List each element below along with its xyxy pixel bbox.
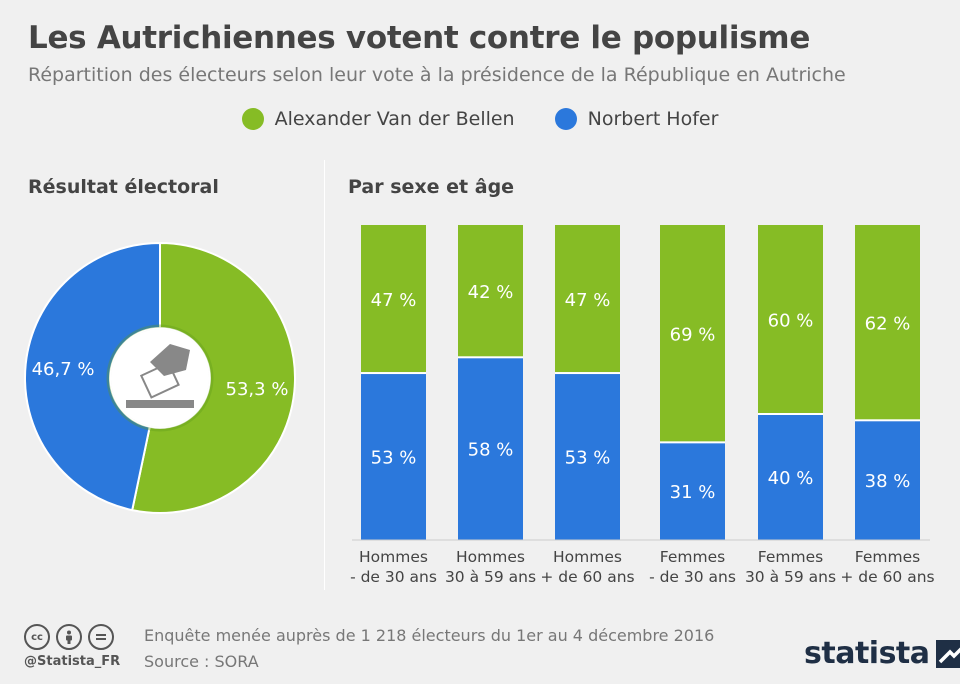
legend-item-hofer: Norbert Hofer: [554, 108, 719, 130]
bar-value-label: 42 %: [468, 282, 514, 303]
bar-value-label: 38 %: [865, 471, 911, 492]
category-label: 30 à 59 ans: [445, 568, 536, 586]
donut-slice-label: 46,7 %: [32, 359, 95, 380]
bar-segment-separator: [458, 356, 523, 359]
bar-segment-van-der-bellen: [758, 225, 823, 414]
bar-segment-hofer: [855, 420, 920, 540]
donut-slice: [24, 241, 161, 512]
bar-segment-van-der-bellen: [361, 225, 426, 374]
stacked-bar-chart: 47 % 53 % Hommes - de 30 ans 42 % 58 % Hommes 3…: [350, 225, 935, 586]
no-derivatives-icon: [88, 624, 114, 650]
category-label: Hommes: [456, 548, 525, 566]
chart-title: Les Autrichiennes votent contre le popul…: [28, 20, 811, 56]
bar-value-label: 53 %: [371, 448, 417, 469]
brand-wordmark: statista: [804, 636, 930, 671]
bar-segment-separator: [855, 419, 920, 422]
category-label: + de 60 ans: [540, 568, 634, 586]
bar-value-label: 47 %: [565, 290, 611, 311]
category-label: - de 30 ans: [649, 568, 736, 586]
category-label: Femmes: [855, 548, 920, 566]
survey-note: Enquête menée auprès de 1 218 électeurs …: [144, 626, 715, 645]
bar-segment-separator: [361, 372, 426, 375]
bar-segment-hofer: [555, 373, 620, 540]
category-label: Femmes: [758, 548, 823, 566]
donut-chart: 53,3 % 46,7 %: [24, 241, 297, 514]
license-icons: cc: [24, 624, 114, 650]
donut-slice: [131, 241, 297, 514]
bar-value-label: 47 %: [371, 290, 417, 311]
statista-logo-icon: [935, 639, 960, 668]
legend-label: Alexander Van der Bellen: [274, 108, 515, 130]
bar-segment-separator: [555, 372, 620, 375]
attribution-icon: [56, 624, 82, 650]
bar-value-label: 58 %: [468, 440, 514, 461]
legend-label: Norbert Hofer: [587, 108, 719, 130]
cc-icon: cc: [24, 624, 50, 650]
legend-item-van-der-bellen: Alexander Van der Bellen: [241, 108, 515, 130]
bars-section-title: Par sexe et âge: [348, 176, 515, 198]
source-note: Source : SORA: [144, 652, 259, 671]
category-label: Hommes: [553, 548, 622, 566]
legend-swatch-blue: [554, 108, 577, 130]
bar-segment-van-der-bellen: [660, 225, 725, 443]
bar-segment-van-der-bellen: [458, 225, 523, 358]
bar-segment-hofer: [660, 442, 725, 540]
category-label: Femmes: [660, 548, 725, 566]
legend: Alexander Van der Bellen Norbert Hofer: [0, 108, 960, 130]
category-label: Hommes: [359, 548, 428, 566]
bar-segment-separator: [660, 441, 725, 444]
donut-slice-label: 53,3 %: [226, 379, 289, 400]
bar-value-label: 69 %: [670, 325, 716, 346]
legend-swatch-green: [241, 108, 264, 130]
statista-logo[interactable]: statista: [804, 636, 960, 671]
bar-segment-van-der-bellen: [855, 225, 920, 421]
bar-segment-hofer: [361, 373, 426, 540]
bar-value-label: 53 %: [565, 448, 611, 469]
bar-value-label: 62 %: [865, 314, 911, 335]
section-divider: [324, 160, 325, 590]
bar-segment-separator: [758, 413, 823, 415]
bar-value-label: 60 %: [768, 311, 814, 332]
ballot-box-icon: [126, 344, 194, 408]
bar-value-label: 31 %: [670, 482, 716, 503]
chart-subtitle: Répartition des électeurs selon leur vot…: [28, 64, 846, 86]
donut-inner-ring: [106, 324, 214, 432]
category-label: + de 60 ans: [840, 568, 934, 586]
bar-value-label: 40 %: [768, 468, 814, 489]
bar-segment-van-der-bellen: [555, 225, 620, 374]
bar-segment-hofer: [458, 357, 523, 540]
category-label: 30 à 59 ans: [745, 568, 836, 586]
donut-section-title: Résultat électoral: [28, 176, 219, 198]
twitter-handle[interactable]: @Statista_FR: [24, 654, 121, 669]
bar-segment-hofer: [758, 414, 823, 540]
category-label: - de 30 ans: [350, 568, 437, 586]
